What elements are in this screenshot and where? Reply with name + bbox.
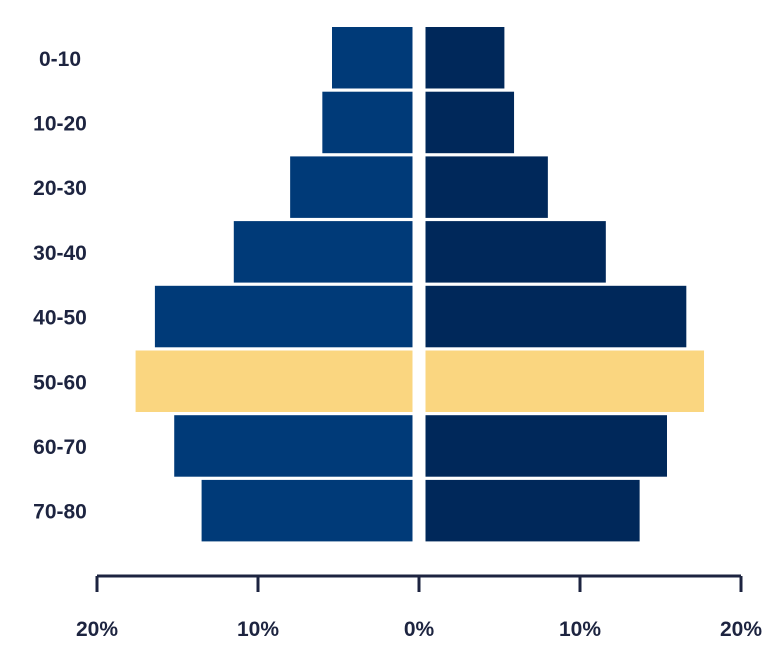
category-label-50-60: 50-60 [33, 371, 87, 394]
bar-left-50-60 [135, 350, 413, 412]
bar-right-0-10 [425, 27, 505, 89]
bar-right-20-30 [425, 156, 548, 218]
bar-right-40-50 [425, 285, 687, 348]
bar-right-50-60 [425, 350, 705, 412]
x-tick-label: 10% [237, 618, 279, 641]
bar-left-60-70 [174, 415, 413, 477]
bars-group [135, 27, 705, 542]
x-axis: 20% 10% 0% 10% 20% [76, 574, 762, 641]
category-label-70-80: 70-80 [33, 501, 87, 524]
category-label-0-10: 0-10 [39, 48, 81, 71]
category-label-20-30: 20-30 [33, 177, 87, 200]
x-tick-label: 10% [559, 618, 601, 641]
category-label-10-20: 10-20 [33, 112, 87, 135]
bar-left-10-20 [322, 91, 413, 154]
x-tick-label: 20% [76, 618, 118, 641]
bar-left-40-50 [154, 285, 413, 348]
bar-right-60-70 [425, 415, 667, 477]
x-tick-label: 20% [720, 618, 762, 641]
bar-right-10-20 [425, 91, 515, 154]
category-labels: 0-10 10-20 20-30 30-40 40-50 50-60 60-70 70-80 [33, 48, 87, 524]
bar-left-20-30 [290, 156, 413, 218]
bar-right-30-40 [425, 221, 606, 283]
bar-left-30-40 [233, 221, 413, 283]
bar-left-0-10 [332, 27, 413, 89]
category-label-30-40: 30-40 [33, 242, 87, 265]
bar-right-70-80 [425, 479, 640, 542]
category-label-40-50: 40-50 [33, 307, 87, 330]
bar-left-70-80 [201, 479, 413, 542]
x-tick-label: 0% [404, 618, 435, 641]
category-label-60-70: 60-70 [33, 436, 87, 459]
